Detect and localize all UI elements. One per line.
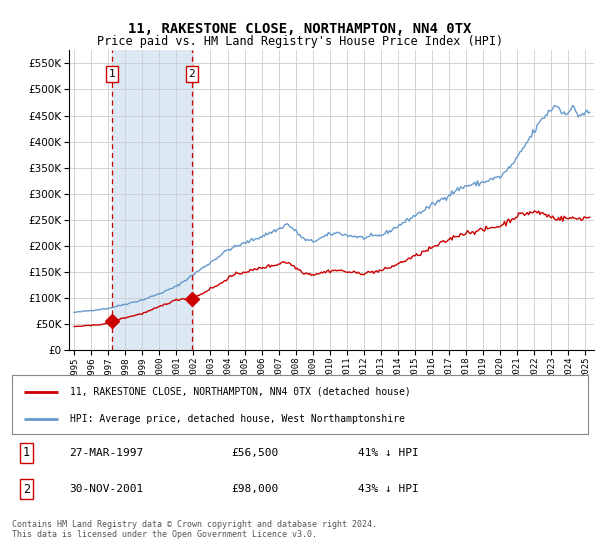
Text: 11, RAKESTONE CLOSE, NORTHAMPTON, NN4 0TX (detached house): 11, RAKESTONE CLOSE, NORTHAMPTON, NN4 0T… — [70, 386, 410, 396]
Bar — [112, 50, 192, 350]
Text: 30-NOV-2001: 30-NOV-2001 — [70, 484, 144, 494]
Text: 2: 2 — [188, 69, 195, 79]
Text: 43% ↓ HPI: 43% ↓ HPI — [358, 484, 418, 494]
Text: 2: 2 — [23, 483, 30, 496]
Text: Price paid vs. HM Land Registry's House Price Index (HPI): Price paid vs. HM Land Registry's House … — [97, 35, 503, 48]
Text: 11, RAKESTONE CLOSE, NORTHAMPTON, NN4 0TX: 11, RAKESTONE CLOSE, NORTHAMPTON, NN4 0T… — [128, 22, 472, 36]
Text: 1: 1 — [23, 446, 30, 459]
Text: 41% ↓ HPI: 41% ↓ HPI — [358, 448, 418, 458]
Text: £98,000: £98,000 — [231, 484, 278, 494]
Text: 27-MAR-1997: 27-MAR-1997 — [70, 448, 144, 458]
Text: Contains HM Land Registry data © Crown copyright and database right 2024.
This d: Contains HM Land Registry data © Crown c… — [12, 520, 377, 539]
Text: 1: 1 — [109, 69, 115, 79]
Text: HPI: Average price, detached house, West Northamptonshire: HPI: Average price, detached house, West… — [70, 414, 404, 424]
Text: £56,500: £56,500 — [231, 448, 278, 458]
